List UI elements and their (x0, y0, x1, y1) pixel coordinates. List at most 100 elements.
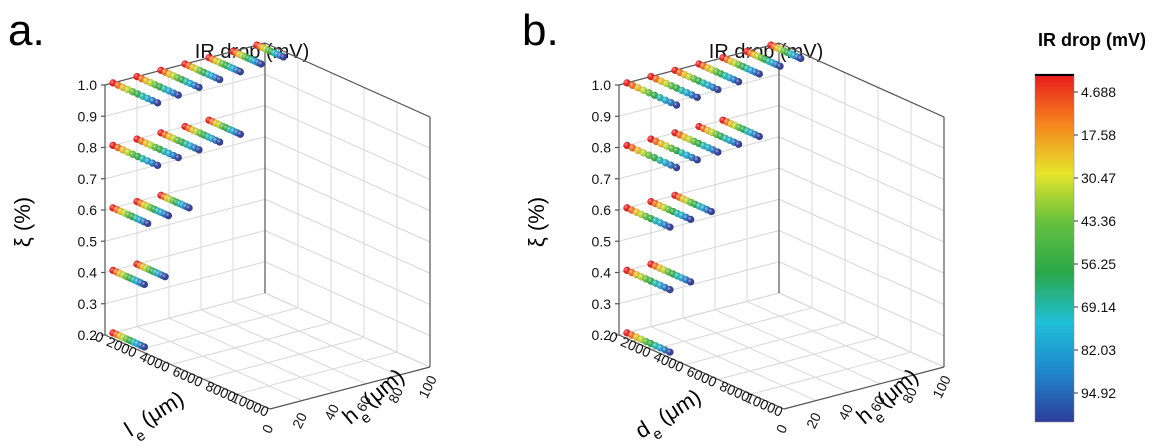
grid-line (714, 309, 881, 385)
data-point-shading (650, 91, 659, 99)
grid-line (778, 167, 945, 243)
data-point-shading (661, 96, 670, 104)
grid-line (778, 261, 945, 337)
axis-line (618, 334, 785, 410)
data-points (109, 41, 288, 351)
grid-line (778, 105, 945, 180)
colorbar-tick-label: 17.58 (1081, 127, 1116, 143)
z-tick-label: 0.6 (592, 202, 612, 218)
data-point-shading (656, 94, 664, 102)
panel-letter: a. (8, 6, 45, 55)
z-tick-label: 0.2 (592, 327, 612, 343)
data-point-shading (216, 138, 224, 146)
z-tick-label: 0.9 (592, 108, 612, 124)
data-point-shading (140, 343, 148, 351)
data-point-shading (634, 146, 642, 154)
data-point-shading (666, 286, 674, 294)
data-point-shading (755, 70, 763, 78)
grid-line (200, 309, 367, 385)
grid-line (778, 198, 945, 274)
grid-line (104, 73, 266, 117)
panel-letter: b. (522, 6, 559, 55)
x-axis-label-unit: (μm) (131, 386, 188, 435)
colorbar-tick-label: 30.47 (1081, 170, 1116, 186)
grid-line (618, 230, 780, 273)
data-point-shading (666, 348, 674, 356)
grid-line (264, 261, 431, 337)
y-tick-label: 20 (803, 410, 824, 431)
colorbar-tick-label: 56.25 (1081, 256, 1116, 272)
grid-line (264, 105, 431, 180)
colorbar-gradient (1034, 73, 1075, 423)
data-point-shading (623, 79, 631, 87)
grid-line (684, 322, 846, 366)
data-point-shading (174, 154, 182, 162)
data-point-shading (667, 161, 675, 169)
y-tick-label: 40 (835, 401, 856, 422)
data-point-shading (661, 159, 670, 167)
grid-line (778, 136, 945, 212)
data-point-shading (714, 148, 722, 156)
axis-line (269, 366, 431, 410)
data-point-shading (216, 75, 224, 84)
z-tick-label: 1.0 (78, 77, 98, 93)
grid-line (651, 307, 813, 351)
data-point-shading (776, 62, 784, 70)
y-ticks: 0 20 40 60 80 100 (259, 373, 440, 436)
grid-line (232, 300, 399, 376)
data-point-shading (195, 83, 203, 91)
data-point-shading (236, 130, 244, 138)
z-tick-label: 0.2 (78, 327, 98, 343)
x-tick-label: 6000 (170, 363, 205, 390)
data-point-shading (164, 212, 172, 220)
grid-line (104, 292, 266, 336)
data-point-shading (735, 140, 743, 148)
x-axis-label-unit: (μm) (648, 384, 705, 433)
grid-line (104, 261, 266, 305)
data-point-shading (639, 149, 648, 157)
grid-line (778, 230, 945, 305)
grid-line (750, 351, 912, 395)
grid-line (264, 198, 431, 274)
data-point-shading (279, 53, 287, 61)
y-tick-label: 0 (259, 422, 277, 436)
z-tick-label: 0.8 (78, 140, 98, 156)
x-axis-label: le (μm) (120, 386, 192, 447)
data-point-shading (144, 219, 152, 228)
axis-line (778, 42, 945, 118)
panel-b: b. IR drop (mV) 0.20.30.40.50.60.70.80.9… (522, 6, 954, 443)
data-point-shading (174, 91, 182, 99)
panel-a: a. IR drop (mV) 0.20.30.40.50.60.70.80.9… (8, 6, 440, 447)
grid-line (618, 292, 780, 336)
grid-line (264, 73, 431, 149)
grid-line (778, 73, 945, 149)
z-tick-label: 0.5 (78, 233, 98, 249)
data-point-shading (656, 156, 664, 164)
grid-line (104, 198, 266, 242)
z-ticks: 0.2 0.3 0.4 0.5 0.6 0.7 0.8 0.9 1.0 (592, 77, 619, 343)
colorbar-ticks: 4.688 17.58 30.47 43.36 56.25 69.14 82.03 94.92 (1074, 84, 1116, 401)
y-tick-label: 20 (289, 410, 310, 431)
grid-line (264, 292, 431, 368)
grid-line (104, 230, 266, 273)
grid-line (104, 167, 266, 211)
grid-line (618, 167, 780, 211)
data-point-shading (257, 60, 265, 68)
y-tick-label: 60 (867, 393, 888, 414)
data-point-shading (672, 164, 681, 172)
grid-line (682, 317, 849, 393)
z-tick-label: 0.3 (592, 296, 612, 312)
z-ticks: 0.2 0.3 0.4 0.5 0.6 0.7 0.8 0.9 1.0 (78, 77, 105, 343)
y-tick-label: 100 (415, 373, 440, 401)
data-point-shading (634, 84, 642, 92)
grid-line (136, 326, 303, 402)
colorbar-tick-label: 43.36 (1081, 213, 1116, 229)
grid-line (717, 336, 879, 380)
grid-line (264, 136, 431, 212)
colorbar-title: IR drop (mV) (1038, 30, 1146, 50)
axis-line (264, 42, 431, 118)
data-point-shading (667, 99, 675, 107)
axis-line (104, 334, 271, 410)
y-tick-label: 80 (899, 385, 920, 406)
